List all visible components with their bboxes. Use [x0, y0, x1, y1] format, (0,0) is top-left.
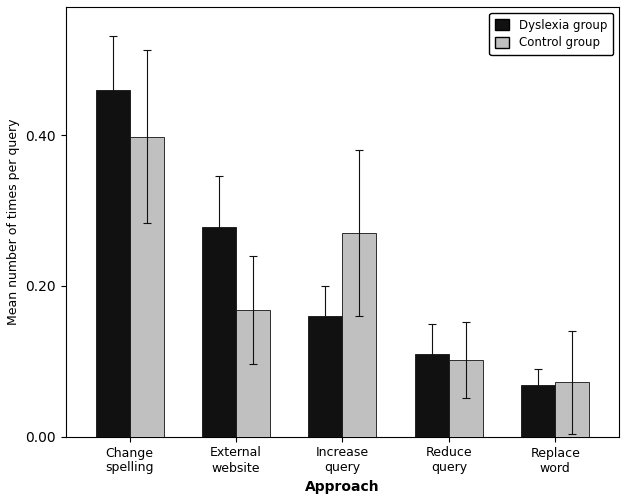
- X-axis label: Approach: Approach: [305, 480, 380, 494]
- Bar: [555, 382, 589, 437]
- Bar: [309, 316, 342, 437]
- Bar: [521, 385, 555, 437]
- Bar: [415, 354, 449, 437]
- Bar: [130, 137, 164, 437]
- Y-axis label: Mean number of times per query: Mean number of times per query: [7, 119, 20, 325]
- Bar: [96, 90, 130, 437]
- Legend: Dyslexia group, Control group: Dyslexia group, Control group: [490, 13, 613, 56]
- Bar: [236, 310, 270, 437]
- Bar: [342, 233, 376, 437]
- Bar: [202, 227, 236, 437]
- Bar: [449, 360, 483, 437]
